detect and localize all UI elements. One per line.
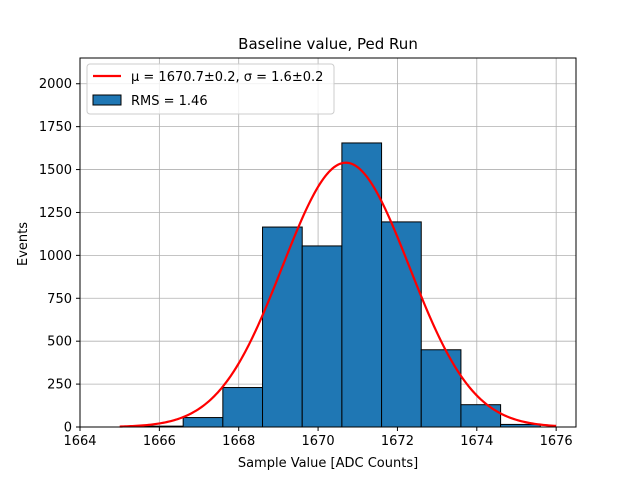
x-axis-ticks: 1664 1666 1668 1670 1672 1674 1676 bbox=[63, 427, 573, 449]
y-tick-label: 1000 bbox=[39, 249, 72, 264]
y-tick-label: 1250 bbox=[39, 206, 72, 221]
x-tick-label: 1664 bbox=[63, 434, 96, 449]
x-tick-label: 1672 bbox=[381, 434, 414, 449]
x-tick-label: 1666 bbox=[143, 434, 176, 449]
legend-histogram-swatch bbox=[92, 94, 122, 106]
legend-histogram-label: RMS = 1.46 bbox=[131, 94, 208, 109]
legend-fit-label: μ = 1670.7±0.2, σ = 1.6±0.2 bbox=[131, 70, 323, 85]
histogram-bar bbox=[222, 387, 264, 428]
histogram-bars bbox=[142, 142, 541, 428]
y-tick-label: 500 bbox=[47, 335, 72, 350]
y-tick-label: 750 bbox=[47, 292, 72, 307]
x-tick-label: 1670 bbox=[302, 434, 335, 449]
y-tick-label: 1500 bbox=[39, 163, 72, 178]
x-tick-label: 1676 bbox=[540, 434, 573, 449]
legend: μ = 1670.7±0.2, σ = 1.6±0.2 RMS = 1.46 bbox=[86, 63, 335, 115]
legend-box bbox=[86, 63, 335, 115]
x-axis-label: Sample Value [ADC Counts] bbox=[238, 456, 418, 471]
y-axis-ticks: 0 250 500 750 1000 1250 1500 1750 2000 bbox=[39, 77, 80, 436]
histogram-bar bbox=[381, 221, 422, 428]
y-tick-label: 250 bbox=[47, 378, 72, 393]
chart-title: Baseline value, Ped Run bbox=[238, 35, 418, 53]
x-tick-label: 1674 bbox=[460, 434, 493, 449]
y-tick-label: 2000 bbox=[39, 77, 72, 92]
gaussian-fit-curve bbox=[119, 161, 557, 428]
histogram-bar bbox=[420, 349, 462, 428]
y-axis-label: Events bbox=[16, 222, 31, 266]
histogram-bar bbox=[262, 226, 303, 428]
histogram-bar bbox=[341, 142, 383, 428]
histogram-bar bbox=[182, 417, 224, 428]
y-tick-label: 1750 bbox=[39, 120, 72, 135]
y-tick-label: 0 bbox=[64, 421, 72, 436]
histogram-bar bbox=[301, 245, 343, 428]
x-tick-label: 1668 bbox=[222, 434, 255, 449]
plot-frame bbox=[79, 57, 577, 428]
histogram-bar bbox=[460, 404, 502, 428]
